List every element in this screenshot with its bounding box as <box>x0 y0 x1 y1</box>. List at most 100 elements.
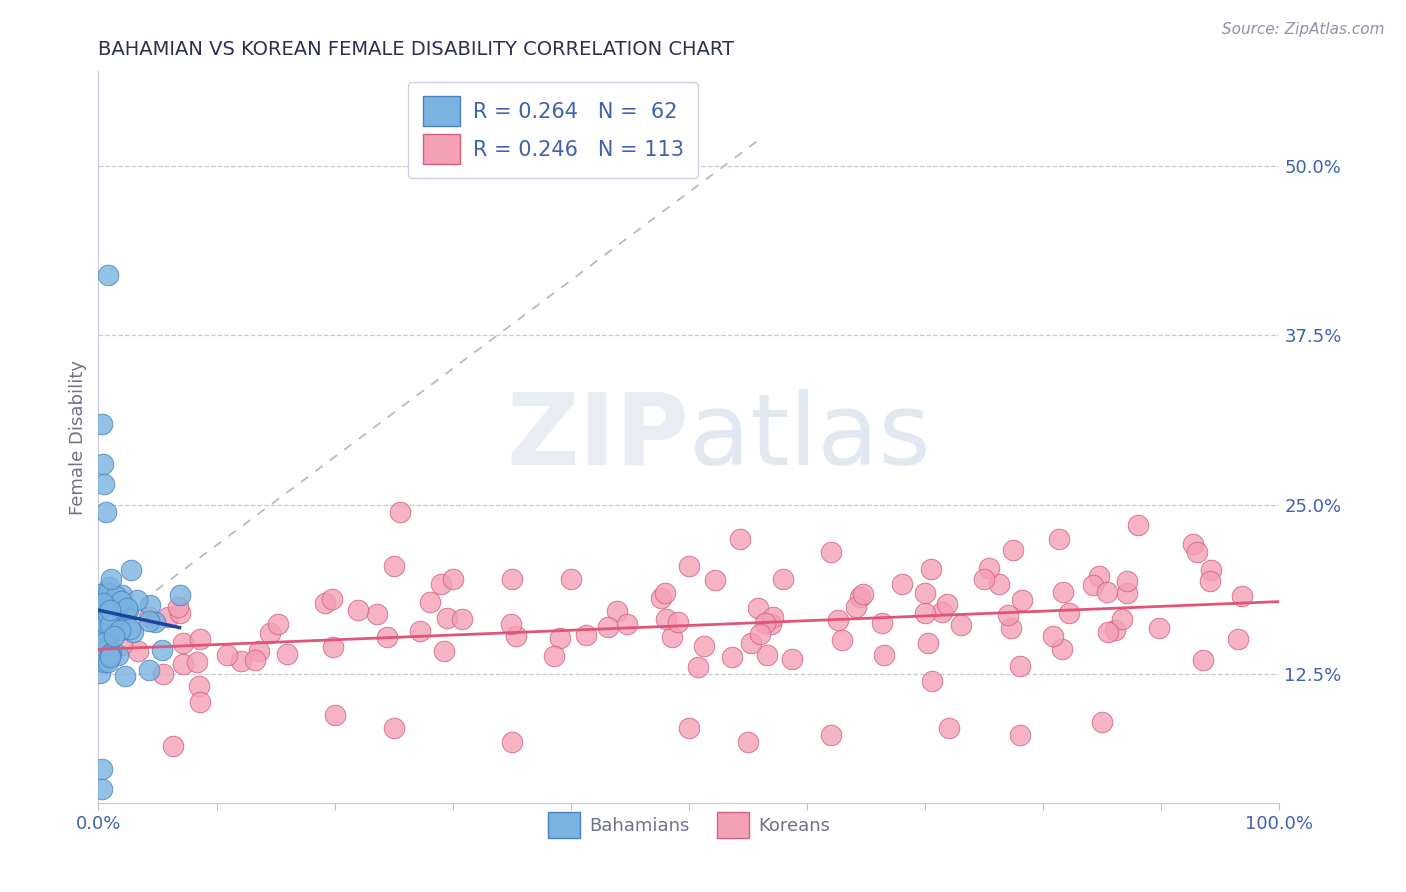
Point <box>97 580 120 594</box>
Point <box>666 615 689 630</box>
Point <box>107 648 129 662</box>
Point <box>127 593 149 607</box>
Point <box>1097 584 1119 599</box>
Point <box>98 603 121 617</box>
Point <box>1115 586 1137 600</box>
Point <box>761 616 783 631</box>
Point <box>550 631 572 645</box>
Point <box>167 600 190 615</box>
Point <box>94 635 117 649</box>
Point <box>938 721 960 735</box>
Legend: Bahamians, Koreans: Bahamians, Koreans <box>540 805 838 845</box>
Point <box>914 606 936 620</box>
Point <box>138 599 160 613</box>
Point <box>91 762 114 776</box>
Point <box>94 505 117 519</box>
Point <box>1059 606 1081 620</box>
Point <box>820 728 842 742</box>
Point <box>267 616 290 631</box>
Point <box>931 605 953 619</box>
Point <box>98 648 121 663</box>
Point <box>1097 625 1119 640</box>
Point <box>1001 542 1024 557</box>
Point <box>891 577 914 591</box>
Point <box>366 607 388 621</box>
Point <box>188 695 211 709</box>
Y-axis label: Female Disability: Female Disability <box>69 359 87 515</box>
Point <box>347 602 370 616</box>
Point <box>936 597 959 611</box>
Point <box>93 607 115 621</box>
Point <box>138 610 160 624</box>
Point <box>122 625 145 640</box>
Point <box>747 601 769 615</box>
Point <box>172 657 194 672</box>
Point <box>921 673 943 688</box>
Point <box>94 592 117 607</box>
Point <box>1088 569 1111 583</box>
Point <box>97 586 120 600</box>
Point <box>430 577 453 591</box>
Point <box>100 615 122 630</box>
Point <box>169 588 191 602</box>
Point <box>650 591 672 605</box>
Point <box>661 630 683 644</box>
Point <box>754 615 776 630</box>
Point <box>91 596 114 610</box>
Point <box>259 625 281 640</box>
Point <box>127 644 149 658</box>
Point <box>100 573 122 587</box>
Point <box>375 630 398 644</box>
Point <box>419 595 441 609</box>
Point <box>150 642 173 657</box>
Point <box>91 782 114 797</box>
Point <box>111 622 134 636</box>
Point <box>997 607 1019 622</box>
Point <box>96 617 118 632</box>
Point <box>827 613 849 627</box>
Point <box>1050 641 1073 656</box>
Point <box>988 577 1011 591</box>
Point <box>382 558 405 573</box>
Point <box>1052 584 1074 599</box>
Point <box>1199 563 1222 577</box>
Point <box>728 533 751 547</box>
Point <box>575 628 598 642</box>
Point <box>172 635 194 649</box>
Point <box>1199 574 1222 588</box>
Point <box>1182 536 1205 550</box>
Point <box>1226 632 1249 647</box>
Point <box>118 622 141 636</box>
Point <box>914 586 936 600</box>
Point <box>820 545 842 559</box>
Point <box>436 611 458 625</box>
Point <box>849 590 872 604</box>
Point <box>89 632 111 646</box>
Point <box>247 644 270 658</box>
Point <box>91 457 114 471</box>
Point <box>501 572 523 586</box>
Point <box>1081 578 1104 592</box>
Point <box>169 606 191 620</box>
Point <box>606 604 628 618</box>
Point <box>114 669 136 683</box>
Point <box>852 587 875 601</box>
Point <box>693 639 716 653</box>
Point <box>314 596 336 610</box>
Point <box>188 632 211 647</box>
Point <box>1011 593 1033 607</box>
Point <box>117 603 139 617</box>
Point <box>678 558 700 573</box>
Point <box>917 636 939 650</box>
Point <box>103 629 125 643</box>
Point <box>872 648 894 662</box>
Point <box>1000 621 1022 635</box>
Point <box>704 574 727 588</box>
Point <box>111 638 134 652</box>
Point <box>162 739 184 753</box>
Point <box>91 632 114 647</box>
Point <box>89 666 111 681</box>
Point <box>1008 728 1031 742</box>
Point <box>89 638 111 652</box>
Point <box>543 649 565 664</box>
